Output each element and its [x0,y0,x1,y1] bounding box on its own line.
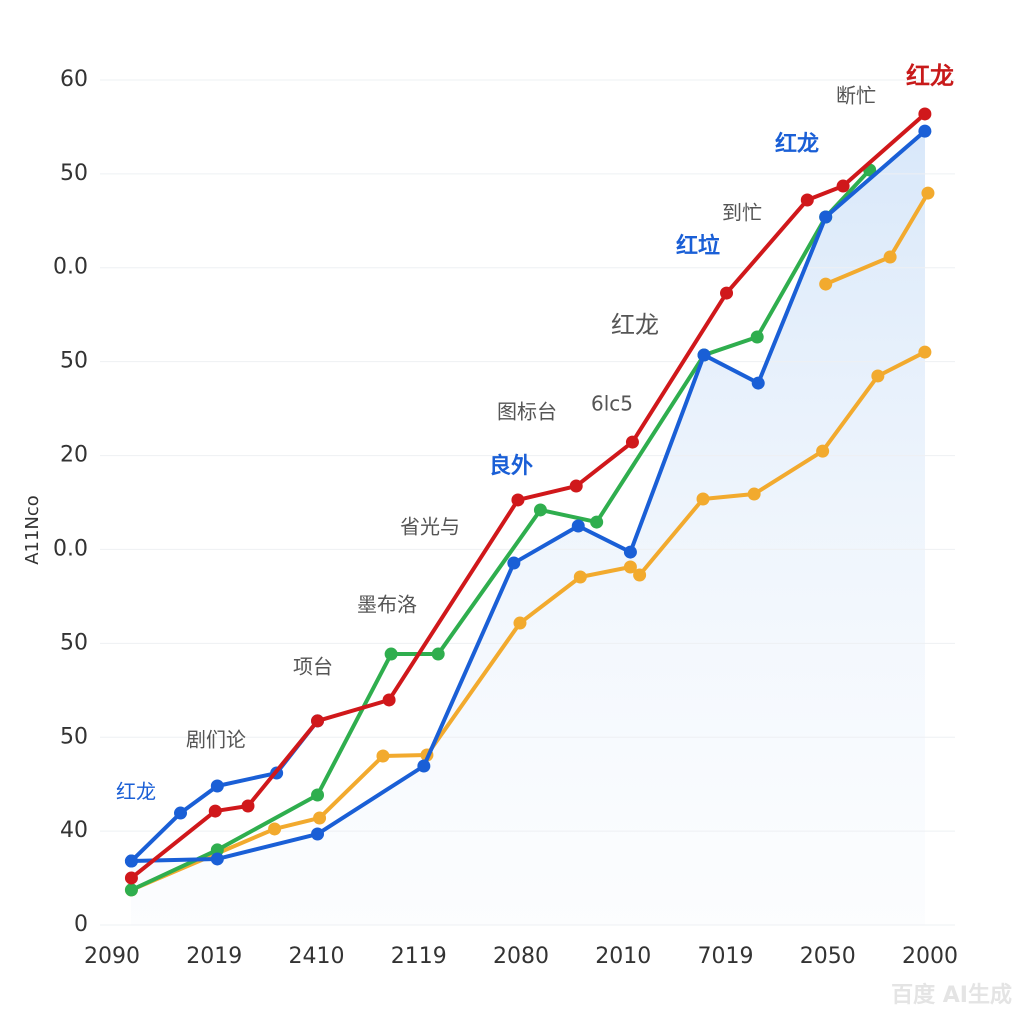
y-tick-label: 0.0 [53,255,88,280]
data-point [511,493,525,507]
x-tick-label: 2050 [800,944,856,969]
data-point [921,186,935,200]
data-point [210,852,224,866]
data-point [208,804,222,818]
annotation: 红龙 [775,131,819,157]
series-group [124,107,935,897]
y-axis-label: A11Nco [22,495,43,565]
data-point [750,330,764,344]
area-shade [131,131,925,925]
data-point [313,811,327,825]
data-point [376,749,390,763]
data-point [696,492,710,506]
data-point [697,348,711,362]
data-point [241,799,255,813]
annotation: 红龙 [116,780,156,804]
y-tick-label: 40 [60,818,88,843]
annotation: 省光与 [400,515,460,539]
data-point [633,568,647,582]
data-point [590,515,604,529]
annotation: 断忙 [836,84,876,108]
annotation: 红龙 [611,311,659,339]
annotation: 到忙 [722,201,762,225]
data-point [816,444,830,458]
data-point [751,376,765,390]
data-point [569,479,583,493]
watermark: 百度 AI生成 [891,982,1012,1008]
data-point [384,647,398,661]
x-tick-label: 2090 [84,944,140,969]
x-tick-label: 2080 [493,944,549,969]
annotation: 红垃 [676,233,720,259]
annotation: 红龙 [906,62,954,90]
data-point [513,616,527,630]
data-point [507,556,521,570]
x-tick-label: 2410 [289,944,345,969]
data-point [918,107,932,121]
data-point [417,759,431,773]
series-line [130,350,926,892]
y-tick-label: 60 [60,67,88,92]
y-tick-label: 50 [60,724,88,749]
data-point [311,714,325,728]
annotation: 剧们论 [186,728,246,752]
x-tick-label: 2019 [186,944,242,969]
annotation: 良外 [489,453,533,479]
data-point [720,286,734,300]
annotation: 图标台 [497,400,557,424]
data-point [311,788,325,802]
data-point [573,570,587,584]
data-point [918,124,932,138]
data-point [819,277,833,291]
data-point [836,179,850,193]
annotation: 项台 [293,655,333,679]
y-tick-label: 50 [60,161,88,186]
data-point [918,345,932,359]
data-point [124,883,138,897]
data-point [800,193,814,207]
data-point [311,827,325,841]
x-tick-label: 2119 [391,944,447,969]
data-point [210,779,224,793]
data-point [623,545,637,559]
x-tick-label: 2010 [595,944,651,969]
data-point [571,519,585,533]
data-point [883,250,897,264]
x-tick-label: 2000 [902,944,958,969]
data-point [268,822,282,836]
data-point [533,503,547,517]
data-point [625,435,639,449]
data-point [747,487,761,501]
y-tick-label: 50 [60,349,88,374]
y-tick-label: 20 [60,443,88,468]
data-point [124,854,138,868]
data-point [210,843,224,857]
x-tick-label: 7019 [698,944,754,969]
data-point [871,369,885,383]
data-point [382,693,396,707]
annotation: 6lc5 [591,392,633,416]
data-point [819,210,833,224]
data-point [124,871,138,885]
y-tick-label: 0.0 [53,536,88,561]
data-point [174,806,188,820]
y-tick-label: 0 [74,912,88,937]
data-point [623,560,637,574]
data-point [431,647,445,661]
y-tick-label: 50 [60,630,88,655]
annotation: 墨布洛 [357,593,417,617]
